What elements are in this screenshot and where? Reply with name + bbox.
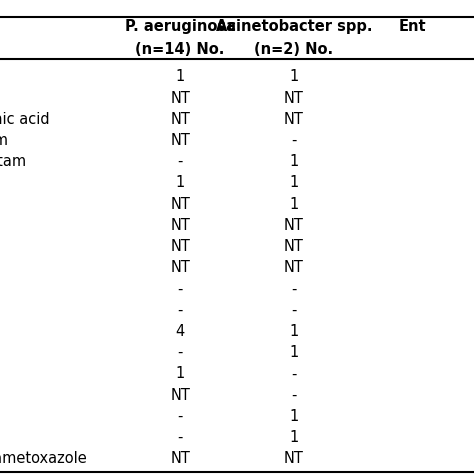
- Text: ulphametoxazole: ulphametoxazole: [0, 451, 88, 466]
- Text: NT: NT: [170, 451, 190, 466]
- Text: NT: NT: [170, 260, 190, 275]
- Text: 1: 1: [289, 154, 299, 169]
- Text: NT: NT: [284, 239, 304, 254]
- Text: NT: NT: [284, 91, 304, 106]
- Text: NT: NT: [284, 218, 304, 233]
- Text: Ent: Ent: [399, 18, 426, 34]
- Text: -: -: [291, 133, 297, 148]
- Text: -: -: [177, 430, 183, 445]
- Text: NT: NT: [170, 112, 190, 127]
- Text: -: -: [177, 303, 183, 318]
- Text: NT: NT: [284, 451, 304, 466]
- Text: -: -: [291, 388, 297, 402]
- Text: 1: 1: [289, 70, 299, 84]
- Text: NT: NT: [284, 112, 304, 127]
- Text: (n=2) No.: (n=2) No.: [255, 42, 333, 57]
- Text: 4: 4: [175, 324, 185, 339]
- Text: actam: actam: [0, 133, 8, 148]
- Text: NT: NT: [170, 388, 190, 402]
- Text: Acinetobacter spp.: Acinetobacter spp.: [216, 18, 372, 34]
- Text: NT: NT: [170, 133, 190, 148]
- Text: P. aeruginosa: P. aeruginosa: [125, 18, 236, 34]
- Text: NT: NT: [170, 91, 190, 106]
- Text: -: -: [177, 154, 183, 169]
- Text: -: -: [291, 366, 297, 382]
- Text: 1: 1: [289, 175, 299, 191]
- Text: NT: NT: [170, 197, 190, 212]
- Text: 1: 1: [289, 345, 299, 360]
- Text: NT: NT: [170, 218, 190, 233]
- Text: (n=14) No.: (n=14) No.: [136, 42, 225, 57]
- Text: NT: NT: [284, 260, 304, 275]
- Text: 1: 1: [289, 197, 299, 212]
- Text: -: -: [177, 409, 183, 424]
- Text: 1: 1: [289, 324, 299, 339]
- Text: -: -: [291, 303, 297, 318]
- Text: vulanic acid: vulanic acid: [0, 112, 50, 127]
- Text: 1: 1: [289, 409, 299, 424]
- Text: -: -: [177, 345, 183, 360]
- Text: obactam: obactam: [0, 154, 26, 169]
- Text: 1: 1: [175, 366, 185, 382]
- Text: -: -: [291, 282, 297, 297]
- Text: 1: 1: [175, 175, 185, 191]
- Text: 1: 1: [175, 70, 185, 84]
- Text: 1: 1: [289, 430, 299, 445]
- Text: NT: NT: [170, 239, 190, 254]
- Text: -: -: [177, 282, 183, 297]
